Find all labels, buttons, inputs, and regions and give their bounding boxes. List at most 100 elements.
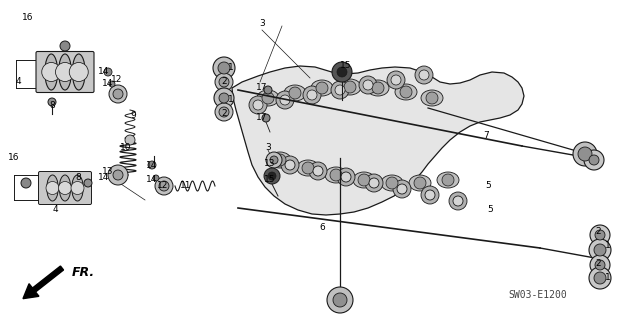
Circle shape bbox=[453, 196, 463, 206]
Text: 17: 17 bbox=[256, 114, 268, 122]
Circle shape bbox=[274, 154, 286, 166]
Circle shape bbox=[595, 230, 605, 240]
Circle shape bbox=[337, 168, 355, 186]
Circle shape bbox=[253, 100, 263, 110]
FancyBboxPatch shape bbox=[38, 172, 92, 204]
Ellipse shape bbox=[47, 175, 58, 201]
Circle shape bbox=[590, 225, 610, 245]
Circle shape bbox=[276, 91, 294, 109]
Circle shape bbox=[344, 81, 356, 93]
Circle shape bbox=[589, 155, 599, 165]
Circle shape bbox=[590, 255, 610, 275]
Text: 8: 8 bbox=[75, 174, 81, 182]
Text: 14: 14 bbox=[99, 174, 109, 182]
Circle shape bbox=[425, 190, 435, 200]
Text: 2: 2 bbox=[595, 259, 601, 269]
Ellipse shape bbox=[353, 172, 375, 188]
Circle shape bbox=[270, 156, 278, 164]
Text: 6: 6 bbox=[319, 224, 325, 233]
Circle shape bbox=[159, 181, 169, 191]
Circle shape bbox=[442, 174, 454, 186]
Text: 1: 1 bbox=[228, 95, 234, 105]
Circle shape bbox=[335, 85, 345, 95]
Text: 2: 2 bbox=[221, 78, 227, 86]
Text: SW03-E1200: SW03-E1200 bbox=[508, 290, 567, 300]
Ellipse shape bbox=[421, 90, 443, 106]
Circle shape bbox=[285, 160, 295, 170]
Ellipse shape bbox=[269, 152, 291, 168]
Circle shape bbox=[113, 170, 123, 180]
Circle shape bbox=[594, 272, 606, 284]
Circle shape bbox=[415, 66, 433, 84]
Circle shape bbox=[386, 177, 398, 189]
Ellipse shape bbox=[339, 79, 361, 95]
Circle shape bbox=[400, 86, 412, 98]
Text: 3: 3 bbox=[265, 144, 271, 152]
Circle shape bbox=[595, 260, 605, 270]
Circle shape bbox=[148, 161, 156, 169]
Text: 16: 16 bbox=[22, 13, 34, 23]
Circle shape bbox=[289, 87, 301, 99]
Circle shape bbox=[337, 67, 347, 77]
Circle shape bbox=[573, 142, 597, 166]
Circle shape bbox=[104, 68, 112, 76]
Circle shape bbox=[219, 77, 229, 87]
Circle shape bbox=[359, 76, 377, 94]
Circle shape bbox=[333, 293, 347, 307]
Circle shape bbox=[391, 75, 401, 85]
Circle shape bbox=[331, 81, 349, 99]
Circle shape bbox=[369, 178, 379, 188]
Circle shape bbox=[262, 114, 270, 122]
Circle shape bbox=[302, 162, 314, 174]
Circle shape bbox=[213, 57, 235, 79]
Ellipse shape bbox=[311, 80, 333, 96]
Text: 3: 3 bbox=[259, 19, 265, 28]
Text: 15: 15 bbox=[340, 62, 352, 70]
Circle shape bbox=[426, 92, 438, 104]
Text: 1: 1 bbox=[605, 273, 611, 283]
Circle shape bbox=[589, 239, 611, 261]
Circle shape bbox=[214, 88, 234, 108]
Ellipse shape bbox=[395, 84, 417, 100]
Text: 4: 4 bbox=[52, 205, 58, 214]
Circle shape bbox=[330, 169, 342, 181]
Ellipse shape bbox=[60, 175, 71, 201]
Circle shape bbox=[309, 162, 327, 180]
Text: 14: 14 bbox=[99, 68, 109, 77]
Text: 5: 5 bbox=[485, 182, 491, 190]
Ellipse shape bbox=[72, 54, 85, 90]
Circle shape bbox=[56, 63, 74, 81]
Circle shape bbox=[372, 82, 384, 94]
Circle shape bbox=[46, 182, 59, 195]
Circle shape bbox=[303, 86, 321, 104]
FancyArrow shape bbox=[23, 266, 63, 299]
Circle shape bbox=[108, 165, 128, 185]
Text: 15: 15 bbox=[264, 175, 276, 184]
Text: 16: 16 bbox=[8, 153, 20, 162]
Text: 2: 2 bbox=[595, 227, 601, 236]
Circle shape bbox=[125, 135, 135, 145]
Circle shape bbox=[327, 287, 353, 313]
Text: 10: 10 bbox=[120, 144, 132, 152]
Circle shape bbox=[153, 175, 159, 181]
Text: FR.: FR. bbox=[72, 266, 95, 279]
Circle shape bbox=[264, 86, 272, 94]
Circle shape bbox=[219, 107, 229, 117]
Circle shape bbox=[249, 96, 267, 114]
Circle shape bbox=[69, 63, 88, 81]
Ellipse shape bbox=[284, 85, 306, 101]
Circle shape bbox=[393, 180, 411, 198]
Ellipse shape bbox=[437, 172, 459, 188]
Text: 7: 7 bbox=[483, 131, 489, 140]
Ellipse shape bbox=[367, 80, 389, 96]
Text: 12: 12 bbox=[157, 181, 169, 189]
Circle shape bbox=[264, 168, 280, 184]
Circle shape bbox=[281, 156, 299, 174]
Circle shape bbox=[414, 177, 426, 189]
Text: 1: 1 bbox=[605, 241, 611, 250]
Text: 5: 5 bbox=[487, 205, 493, 214]
Circle shape bbox=[262, 92, 274, 104]
Circle shape bbox=[313, 166, 323, 176]
Circle shape bbox=[316, 82, 328, 94]
Circle shape bbox=[109, 81, 115, 87]
